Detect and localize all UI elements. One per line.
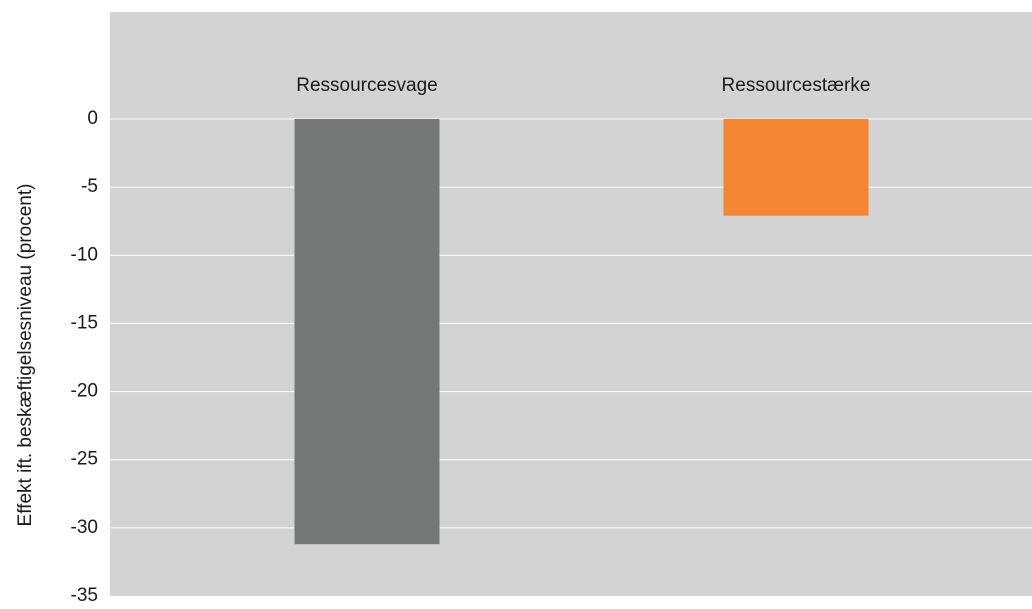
y-tick-label: 0	[87, 108, 98, 129]
y-tick-label: -10	[71, 244, 98, 265]
y-tick-label: -5	[81, 176, 98, 197]
y-tick-label: -15	[71, 312, 98, 333]
y-axis-ticks: 0 -5 -10 -15 -20 -25 -30 -35	[71, 108, 98, 606]
bar-ressourcest-rke	[723, 119, 869, 216]
y-tick-label: -35	[71, 585, 98, 606]
gridlines	[110, 118, 1032, 529]
y-axis-title: Effekt ift. beskæftigelsesniveau (procen…	[15, 184, 36, 527]
category-label: Ressourcestærke	[722, 75, 871, 96]
bars	[294, 119, 869, 545]
y-tick-label: -30	[71, 517, 98, 538]
bar-ressourcesvage	[294, 119, 440, 545]
category-labels: Ressourcesvage Ressourcestærke	[296, 75, 870, 96]
y-tick-label: -20	[71, 381, 98, 402]
category-label: Ressourcesvage	[296, 75, 438, 96]
y-tick-label: -25	[71, 449, 98, 470]
plot-area	[110, 12, 1032, 596]
